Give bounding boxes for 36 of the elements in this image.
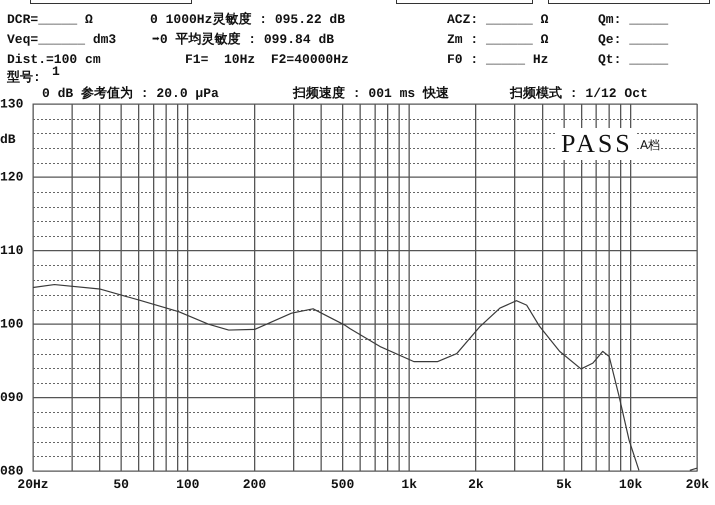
y-tick-label: 120 <box>0 170 24 185</box>
text: 扫频模式 : 1/12 Oct <box>510 86 648 101</box>
text: Qt: _____ <box>598 52 668 67</box>
text: ACZ: ______ Ω <box>447 12 548 27</box>
annotation: PASS <box>557 128 637 160</box>
text: DCR=_____ Ω <box>7 12 93 27</box>
text: Zm : ______ Ω <box>447 32 548 47</box>
y-tick-label: 100 <box>0 316 24 332</box>
text: Qe: _____ <box>598 32 668 47</box>
annotation: A档 <box>640 138 660 153</box>
x-tick-label: 20Hz <box>17 477 49 492</box>
x-tick-label: 20k <box>686 477 710 492</box>
text: 型号: <box>7 70 41 85</box>
y-tick-label: 110 <box>0 243 24 258</box>
text: F0 : _____ Hz <box>447 52 548 67</box>
text: ➡0 平均灵敏度 : 099.84 dB <box>152 32 334 47</box>
x-tick-label: 2k <box>468 477 484 492</box>
x-tick-label: 200 <box>242 477 266 492</box>
x-tick-label: 500 <box>330 477 354 492</box>
x-tick-label: 10k <box>618 477 643 492</box>
text: 扫频速度 : 001 ms 快速 <box>293 86 450 101</box>
text: 0 1000Hz灵敏度 : 095.22 dB <box>150 12 346 27</box>
text: Veq=______ dm3 <box>7 32 116 47</box>
x-tick-label: 100 <box>176 477 200 492</box>
y-tick-label: 130 <box>0 96 24 112</box>
x-tick-label: 5k <box>556 477 572 492</box>
y-tick-label: 080 <box>0 463 24 478</box>
x-tick-label: 50 <box>113 477 130 492</box>
y-tick-label: 090 <box>0 390 24 405</box>
text: 0 dB 参考值为 : 20.0 μPa <box>42 86 219 101</box>
y-axis-title: dB <box>0 132 16 147</box>
text: Qm: _____ <box>598 12 668 27</box>
text: F1= 10Hz F2=40000Hz <box>185 52 349 67</box>
x-tick-label: 1k <box>401 477 418 492</box>
text: Dist.=100 cm <box>7 52 101 67</box>
text: 1 <box>52 64 60 79</box>
